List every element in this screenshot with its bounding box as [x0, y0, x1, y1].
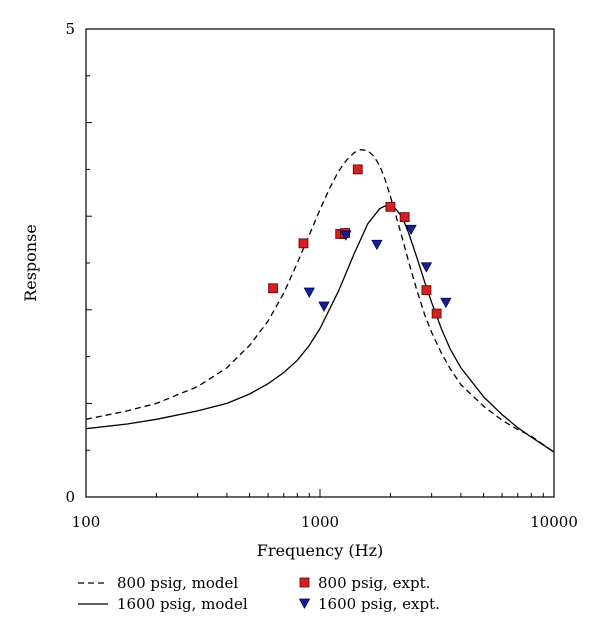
data-point-square: [399, 212, 410, 223]
data-point-square: [421, 285, 432, 296]
y-tick-label: 0: [65, 488, 75, 506]
plot-frame: [85, 28, 555, 498]
series-line-0: [85, 149, 555, 453]
series-line-1: [85, 205, 555, 453]
data-point-square: [385, 201, 396, 212]
legend-label-800-model: 800 psig, model: [117, 574, 238, 592]
x-tick-label: 10000: [530, 513, 578, 531]
data-point-triangle: [371, 239, 383, 251]
y-axis-label: Response: [21, 224, 40, 302]
data-point-square: [431, 308, 442, 319]
series-layer: [85, 149, 555, 453]
legend-label-800-expt: 800 psig, expt.: [318, 574, 430, 592]
data-point-square: [352, 164, 363, 175]
data-point-square: [268, 283, 278, 294]
data-point-triangle: [420, 262, 433, 273]
legend-label-1600-model: 1600 psig, model: [117, 595, 248, 613]
x-tick-label: 1000: [301, 513, 339, 531]
y-axis: 05: [65, 20, 92, 506]
data-point-triangle: [318, 301, 330, 312]
data-point-square: [298, 238, 309, 249]
legend-swatch-1600-expt: [298, 598, 311, 609]
x-axis-label: Frequency (Hz): [257, 541, 384, 560]
data-point-triangle: [440, 297, 452, 309]
legend-swatch-800-expt: [299, 577, 310, 588]
data-point-triangle: [303, 287, 315, 298]
y-tick-label: 5: [65, 20, 75, 38]
x-tick-label: 100: [72, 513, 101, 531]
data-point-triangle: [340, 230, 352, 241]
legend: 800 psig, model 1600 psig, model 800 psi…: [78, 574, 440, 613]
legend-label-1600-expt: 1600 psig, expt.: [318, 595, 440, 613]
x-axis: 100 1000 10000: [72, 489, 578, 531]
data-point-triangle: [405, 224, 417, 236]
